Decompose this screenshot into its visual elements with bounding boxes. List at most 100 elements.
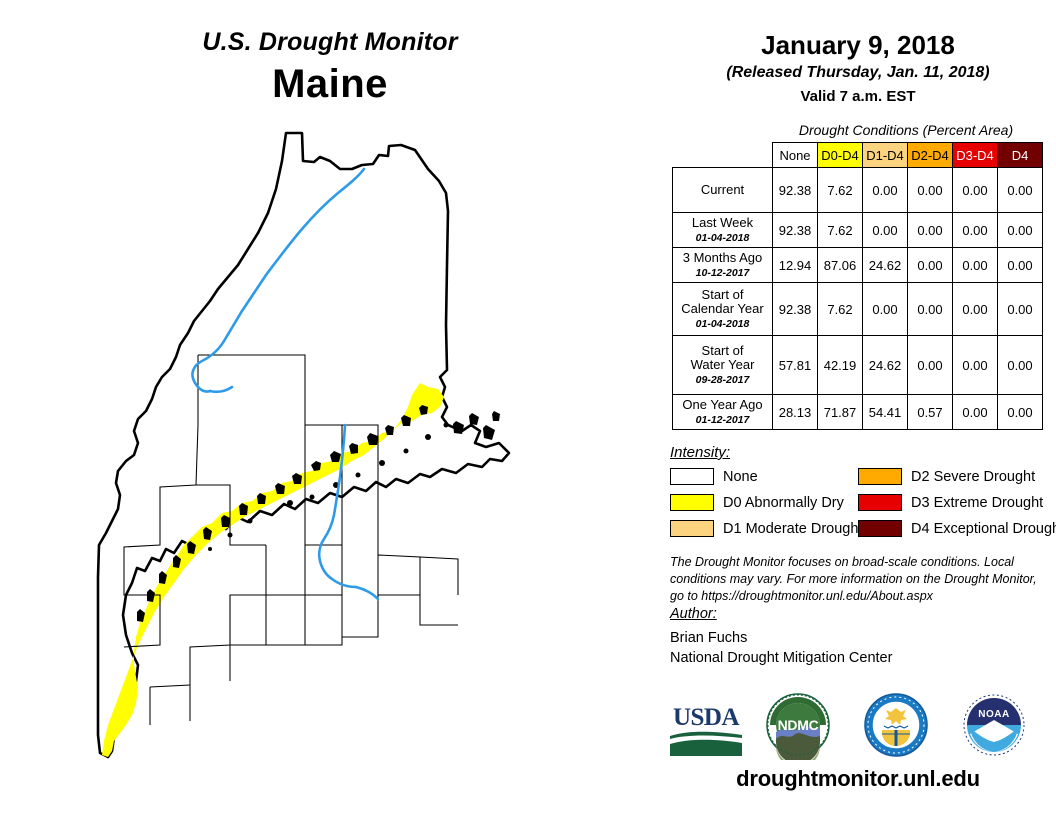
drought-conditions-table: None D0-D4 D1-D4 D2-D4 D3-D4 D4 Current 92.38 7… (672, 142, 1043, 430)
cell-3-3: 0.00 (907, 282, 953, 336)
svg-text:NDMC: NDMC (778, 717, 819, 733)
row-date: 01-04-2018 (695, 318, 750, 331)
cell-5-3: 0.57 (907, 394, 953, 430)
usda-logo[interactable]: USDA (666, 694, 746, 764)
cell-0-3: 0.00 (907, 167, 953, 213)
coastline-detail (137, 405, 500, 622)
column-header-d0-d4: D0-D4 (817, 142, 863, 168)
intensity-legend-title: Intensity: (670, 444, 731, 461)
river-lines (191, 167, 380, 601)
svg-text:USDA: USDA (673, 704, 740, 731)
cell-3-0: 92.38 (772, 282, 818, 336)
table-header-row: None D0-D4 D1-D4 D2-D4 D3-D4 D4 (672, 142, 1043, 168)
cell-0-1: 7.62 (817, 167, 863, 213)
table-row: Current 92.38 7.62 0.00 0.00 0.00 0.00 (672, 167, 1043, 213)
cell-5-1: 71.87 (817, 394, 863, 430)
column-header-d2-d4: D2-D4 (907, 142, 953, 168)
table-row: Start of Water Year 09-28-2017 57.81 42.19 24… (672, 335, 1043, 395)
cell-1-3: 0.00 (907, 212, 953, 248)
legend-item-d2[interactable]: D2 Severe Drought (858, 468, 1035, 485)
cell-4-0: 57.81 (772, 335, 818, 395)
cell-4-1: 42.19 (817, 335, 863, 395)
cell-3-1: 7.62 (817, 282, 863, 336)
column-header-d4: D4 (997, 142, 1043, 168)
row-label-last-week: Last Week 01-04-2018 (672, 212, 773, 248)
row-date: 01-04-2018 (695, 231, 750, 244)
table-body: Current 92.38 7.62 0.00 0.00 0.00 0.00 Last Wee… (672, 167, 1043, 430)
release-date: (Released Thursday, Jan. 11, 2018) (726, 64, 990, 81)
info-panel: January 9, 2018 (Released Thursday, Jan.… (660, 0, 1056, 816)
cell-5-4: 0.00 (952, 394, 998, 430)
legend-item-d4[interactable]: D4 Exceptional Drought (858, 520, 1056, 537)
disclaimer-text: The Drought Monitor focuses on broad-sca… (670, 555, 1037, 603)
cell-5-5: 0.00 (997, 394, 1043, 430)
row-label-one-year-ago: One Year Ago 01-12-2017 (672, 394, 773, 430)
legend-label-d1: D1 Moderate Drought (723, 520, 863, 537)
row-label-current: Current (672, 167, 773, 213)
row-date: 10-12-2017 (695, 266, 750, 279)
maine-drought-map[interactable] (90, 125, 580, 765)
cell-0-0: 92.38 (772, 167, 818, 213)
table-caption: Drought Conditions (Percent Area) (798, 122, 1014, 138)
legend-label-d0: D0 Abnormally Dry (723, 494, 844, 511)
legend-label-d4: D4 Exceptional Drought (911, 520, 1056, 537)
legend-label-d2: D2 Severe Drought (911, 468, 1036, 485)
cell-2-4: 0.00 (952, 247, 998, 283)
cell-4-3: 0.00 (907, 335, 953, 395)
cell-0-4: 0.00 (952, 167, 998, 213)
map-panel: U.S. Drought Monitor Maine (90, 28, 580, 765)
cell-3-2: 0.00 (862, 282, 908, 336)
cell-2-0: 12.94 (772, 247, 818, 283)
row-date: 01-12-2017 (695, 413, 750, 426)
cell-1-5: 0.00 (997, 212, 1043, 248)
author-heading: Author: (670, 606, 717, 622)
author-organization: National Drought Mitigation Center (670, 650, 893, 666)
legend-item-d0[interactable]: D0 Abnormally Dry (670, 494, 844, 511)
cell-5-2: 54.41 (862, 394, 908, 430)
noaa-logo[interactable]: NOAA (954, 690, 1034, 760)
legend-swatch-d4 (858, 520, 902, 537)
column-header-none: None (772, 142, 818, 168)
table-row: Last Week 01-04-2018 92.38 7.62 0.00 0.00 0.00… (672, 212, 1043, 248)
ndmc-logo[interactable]: NDMC (758, 690, 838, 760)
cell-0-5: 0.00 (997, 167, 1043, 213)
row-label-3-months-ago: 3 Months Ago 10-12-2017 (672, 247, 773, 283)
column-header-d1-d4: D1-D4 (862, 142, 908, 168)
cell-2-2: 24.62 (862, 247, 908, 283)
valid-time: Valid 7 a.m. EST (800, 88, 916, 105)
legend-item-d3[interactable]: D3 Extreme Drought (858, 494, 1043, 511)
table-row: Start of Calendar Year 01-04-2018 92.38 7.62… (672, 282, 1043, 336)
legend-swatch-d3 (858, 494, 902, 511)
report-date: January 9, 2018 (761, 30, 955, 60)
cell-2-1: 87.06 (817, 247, 863, 283)
cell-5-0: 28.13 (772, 394, 818, 430)
cell-1-4: 0.00 (952, 212, 998, 248)
cell-3-4: 0.00 (952, 282, 998, 336)
website-url[interactable]: droughtmonitor.unl.edu (736, 766, 980, 791)
table-row: One Year Ago 01-12-2017 28.13 71.87 54.41 0.5… (672, 394, 1043, 430)
cell-2-5: 0.00 (997, 247, 1043, 283)
cell-1-0: 92.38 (772, 212, 818, 248)
table-row: 3 Months Ago 10-12-2017 12.94 87.06 24.62 0.0… (672, 247, 1043, 283)
row-label-start-of-calendar-year: Start of Calendar Year 01-04-2018 (672, 282, 773, 336)
legend-swatch-d2 (858, 468, 902, 485)
author-name: Brian Fuchs (670, 630, 748, 646)
legend-item-d1[interactable]: D1 Moderate Drought (670, 520, 862, 537)
cell-4-5: 0.00 (997, 335, 1043, 395)
legend-label-none: None (723, 468, 758, 485)
cell-0-2: 0.00 (862, 167, 908, 213)
cell-3-5: 0.00 (997, 282, 1043, 336)
cell-4-4: 0.00 (952, 335, 998, 395)
svg-text:NOAA: NOAA (978, 709, 1009, 720)
header-corner-cell (672, 142, 773, 168)
legend-swatch-none (670, 468, 714, 485)
county-boundaries (123, 354, 459, 725)
cell-1-2: 0.00 (862, 212, 908, 248)
row-date: 09-28-2017 (695, 374, 750, 387)
legend-item-none[interactable]: None (670, 468, 758, 485)
commerce-logo[interactable] (856, 690, 936, 760)
state-title: Maine (272, 62, 388, 106)
legend-swatch-d1 (670, 520, 714, 537)
legend-swatch-d0 (670, 494, 714, 511)
program-title: U.S. Drought Monitor (202, 28, 458, 56)
